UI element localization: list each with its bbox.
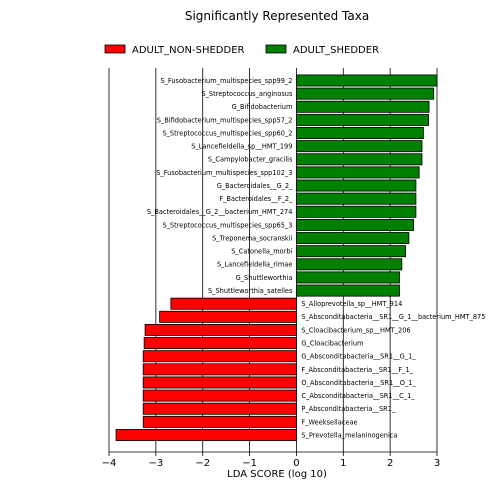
bar-5 xyxy=(296,140,423,153)
bar-15 xyxy=(296,271,400,284)
bar-label-12: S_Treponema_socranskii xyxy=(212,234,292,242)
chart-title: Significantly Represented Taxa xyxy=(185,9,369,23)
bar-22 xyxy=(142,363,297,376)
bar-14 xyxy=(296,258,403,271)
bar-label-20: G_Cloacibacterium xyxy=(301,339,363,347)
bar-1 xyxy=(296,87,435,100)
bar-label-3: S_Bifidobacterium_multispecies_spp57_2 xyxy=(157,116,293,124)
bar-label-17: S_Alloprevotella_sp__HMT_914 xyxy=(301,300,402,308)
bar-label-8: G_Bacteroidales__G_2_ xyxy=(217,182,293,190)
bar-10 xyxy=(296,205,417,218)
bar-0 xyxy=(296,74,438,87)
bar-27 xyxy=(115,429,297,441)
bar-label-23: O_Absconditabacteria__SR1__O_1_ xyxy=(301,379,416,387)
bar-8 xyxy=(296,179,417,192)
bar-3 xyxy=(296,113,429,126)
bar-label-11: S_Streptococcus_multispecies_spp65_3 xyxy=(162,221,292,229)
x-tick-label-6: 2 xyxy=(387,458,393,469)
legend-swatch-0 xyxy=(104,44,126,54)
x-axis-label: LDA SCORE (log 10) xyxy=(227,469,327,480)
bar-labels: S_Fusobacterium_multispecies_spp99_2 S_St… xyxy=(147,77,486,439)
x-tick-label-3: −1 xyxy=(242,458,257,469)
bar-label-21: G_Absconditabacteria__SR1__G_1_ xyxy=(301,353,416,361)
bar-label-16: S_Shuttleworthia_satelles xyxy=(208,287,293,295)
bar-label-1: S_Streptococcus_anginosus xyxy=(201,90,293,98)
bar-label-15: G_Shuttleworthia xyxy=(236,274,293,282)
bar-label-14: S_Lancefieldella_rimae xyxy=(217,261,292,269)
bar-13 xyxy=(296,245,407,258)
bar-label-22: F_Absconditabacteria__SR1__F_1_ xyxy=(301,366,413,374)
bar-9 xyxy=(296,192,417,205)
bar-17 xyxy=(170,297,297,310)
bar-7 xyxy=(296,166,420,179)
bar-label-26: F_Weeksellaceae xyxy=(301,418,357,426)
bar-label-9: F_Bacteroidales__F_2_ xyxy=(219,195,293,203)
x-tick-label-7: 3 xyxy=(434,458,440,469)
bar-label-13: S_Catonella_morbi xyxy=(231,248,292,256)
bar-label-4: S_Streptococcus_multispecies_spp60_2 xyxy=(162,129,292,137)
x-tick-label-1: −3 xyxy=(148,458,163,469)
bars xyxy=(115,74,438,441)
bar-24 xyxy=(142,389,297,402)
x-axis: −4 −3 −2 −1 0 1 2 3 xyxy=(102,451,440,469)
bar-4 xyxy=(296,127,424,139)
bar-label-2: G_Bifidobacterium xyxy=(232,103,293,111)
bar-12 xyxy=(296,232,410,245)
bar-20 xyxy=(143,337,297,350)
bar-label-0: S_Fusobacterium_multispecies_spp99_2 xyxy=(160,77,292,85)
legend: ADULT_NON-SHEDDER ADULT_SHEDDER xyxy=(104,44,379,56)
x-tick-label-4: 0 xyxy=(293,458,299,469)
bar-label-18: S_Absconditabacteria__SR1__G_1__bacteriu… xyxy=(301,313,485,321)
bar-21 xyxy=(142,350,297,363)
bar-label-25: P_Absconditabacteria__SR1_ xyxy=(301,405,396,413)
bar-11 xyxy=(296,218,414,231)
bar-25 xyxy=(142,402,297,415)
bar-19 xyxy=(144,323,297,336)
bar-label-19: S_Cloacibacterium_sp__HMT_206 xyxy=(301,326,410,334)
legend-label-1: ADULT_SHEDDER xyxy=(293,45,379,56)
bar-label-10: S_Bacteroidales__G_2__bacterium_HMT_274 xyxy=(147,208,293,216)
bar-18 xyxy=(159,310,297,323)
bar-label-24: C_Absconditabacteria__SR1__C_1_ xyxy=(301,392,415,400)
bar-6 xyxy=(296,153,423,166)
bar-26 xyxy=(142,415,297,428)
bar-16 xyxy=(296,284,400,297)
bar-2 xyxy=(296,100,430,113)
legend-swatch-1 xyxy=(265,44,287,54)
x-tick-label-5: 1 xyxy=(340,458,346,469)
bar-label-27: S_Prevotella_melaninogenica xyxy=(301,431,397,439)
legend-label-0: ADULT_NON-SHEDDER xyxy=(132,45,245,56)
x-tick-label-0: −4 xyxy=(102,458,117,469)
bar-label-6: S_Campylobacter_gracilis xyxy=(208,156,293,164)
bar-label-5: S_Lancefieldella_sp__HMT_199 xyxy=(191,143,292,151)
x-tick-label-2: −2 xyxy=(195,458,210,469)
bar-23 xyxy=(142,376,297,389)
bar-label-7: S_Fusobacterium_multispecies_spp102_3 xyxy=(156,169,292,177)
